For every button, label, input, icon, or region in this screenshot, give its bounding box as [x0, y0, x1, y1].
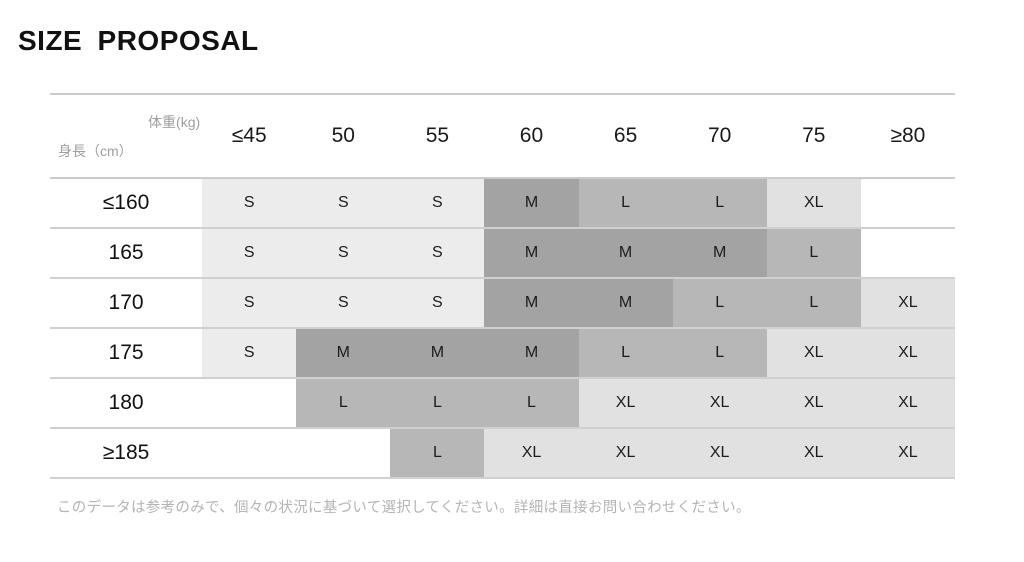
size-cell: M	[578, 228, 673, 278]
size-cell: XL	[484, 428, 579, 478]
size-cell: XL	[766, 378, 861, 428]
row-header-height: 180	[50, 378, 203, 428]
size-cell: XL	[672, 378, 767, 428]
column-header-weight: 65	[613, 124, 638, 147]
size-cell: XL	[860, 378, 955, 428]
column-header-weight: 50	[331, 124, 355, 147]
size-cell: L	[484, 378, 579, 428]
size-cell: L	[578, 178, 673, 228]
size-cell: XL	[766, 328, 861, 378]
table-row: ≥185 L XL XL XL XL XL	[50, 428, 955, 478]
size-cell: XL	[766, 428, 861, 478]
row-header-height: 170	[50, 278, 203, 328]
size-cell	[202, 378, 296, 428]
size-cell: M	[484, 228, 579, 278]
size-cell: S	[202, 228, 297, 278]
size-cell: M	[484, 278, 579, 328]
size-cell: L	[390, 378, 485, 428]
size-cell: M	[296, 328, 391, 378]
size-cell: S	[296, 278, 391, 328]
size-cell: S	[202, 178, 297, 228]
size-cell	[202, 428, 296, 478]
size-cell: XL	[860, 278, 955, 328]
size-cell: L	[578, 328, 673, 378]
size-cell: M	[390, 328, 485, 378]
size-cell	[296, 428, 390, 478]
size-cell: S	[296, 228, 391, 278]
column-header-weight: 60	[519, 124, 544, 147]
size-cell: XL	[766, 178, 861, 228]
size-cell: L	[390, 428, 485, 478]
size-cell: L	[296, 378, 391, 428]
size-cell: L	[766, 228, 861, 278]
size-cell: S	[390, 178, 485, 228]
column-header-weight: 75	[802, 124, 826, 147]
size-cell: XL	[860, 328, 955, 378]
row-header-height: 165	[50, 228, 203, 278]
size-cell: S	[296, 178, 391, 228]
size-cell: XL	[860, 428, 955, 478]
table-row: 170 S S S M M L L XL	[50, 278, 955, 328]
table-row: 165 S S S M M M L	[50, 228, 955, 278]
corner-cell: 体重(kg) 身長（cm）	[50, 94, 202, 178]
size-cell: M	[484, 328, 579, 378]
size-cell: L	[766, 278, 861, 328]
table-row: 180 L L L XL XL XL XL	[50, 378, 955, 428]
footnote: このデータは参考のみで、個々の状況に基づいて選択してください。詳細は直接お問い合…	[57, 500, 751, 516]
size-cell: M	[578, 278, 673, 328]
size-cell: XL	[672, 428, 767, 478]
size-cell: S	[390, 228, 485, 278]
size-cell: L	[672, 278, 767, 328]
size-cell: S	[202, 278, 297, 328]
row-header-height: ≥185	[50, 428, 203, 478]
column-header-weight: 55	[425, 124, 450, 147]
size-chart-table: 体重(kg) 身長（cm） ≤45 50 55 60 65 70 75 ≥80 …	[50, 93, 955, 479]
page-title: SIZE PROPOSAL	[18, 25, 259, 56]
weight-axis-label: 体重(kg)	[148, 114, 201, 130]
table-row: 175 S M M M L L XL XL	[50, 328, 955, 378]
size-cell: S	[202, 328, 297, 378]
column-header-weight: ≤45	[231, 124, 267, 147]
row-header-height: ≤160	[50, 178, 203, 228]
table-header-row: 体重(kg) 身長（cm） ≤45 50 55 60 65 70 75 ≥80	[50, 94, 955, 178]
table-row: ≤160 S S S M L L XL	[50, 178, 955, 228]
size-cell: L	[672, 328, 767, 378]
size-cell	[861, 178, 955, 228]
size-cell: XL	[578, 428, 673, 478]
column-header-weight: ≥80	[890, 124, 926, 147]
size-cell: M	[484, 178, 579, 228]
height-axis-label: 身長（cm）	[58, 143, 133, 159]
size-cell: L	[672, 178, 767, 228]
size-cell: S	[390, 278, 485, 328]
column-header-weight: 70	[707, 124, 732, 147]
row-header-height: 175	[50, 328, 203, 378]
size-cell	[861, 228, 955, 278]
size-cell: M	[672, 228, 767, 278]
size-cell: XL	[578, 378, 673, 428]
